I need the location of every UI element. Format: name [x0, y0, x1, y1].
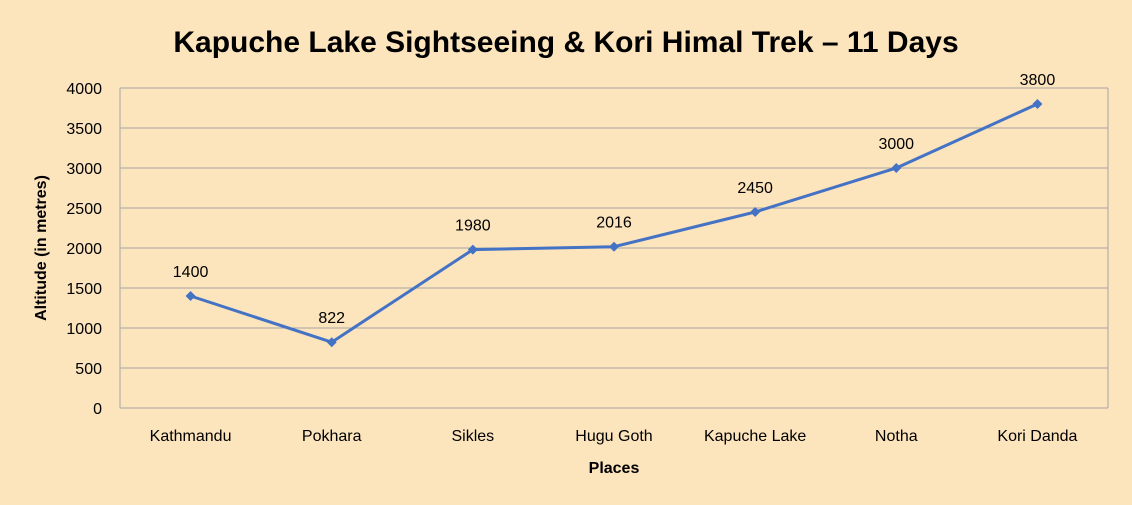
y-tick-label: 0	[93, 401, 102, 418]
x-axis-ticks: Kathmandu Pokhara Sikles Hugu Goth Kapuche L…	[150, 428, 1078, 445]
y-tick-label: 3500	[66, 121, 102, 138]
x-tick-label: Notha	[875, 428, 918, 445]
data-label: 3000	[878, 136, 914, 153]
data-label: 2016	[596, 215, 632, 232]
data-label: 2450	[737, 180, 773, 197]
y-tick-label: 500	[75, 361, 102, 378]
x-axis-title: Places	[589, 460, 640, 477]
x-tick-label: Kapuche Lake	[704, 428, 806, 445]
x-tick-label: Sikles	[452, 428, 495, 445]
data-label: 822	[318, 310, 345, 327]
data-label: 3800	[1020, 72, 1056, 89]
x-tick-label: Pokhara	[302, 428, 362, 445]
data-labels: 1400 822 1980 2016 2450 3000 3800	[173, 72, 1056, 327]
data-point	[326, 337, 337, 348]
x-tick-label: Hugu Goth	[575, 428, 652, 445]
x-tick-label: Kathmandu	[150, 428, 232, 445]
y-tick-label: 4000	[66, 81, 102, 98]
series-altitude	[185, 99, 1043, 348]
chart-title: Kapuche Lake Sightseeing & Kori Himal Tr…	[173, 26, 958, 59]
data-point	[185, 291, 196, 301]
y-tick-label: 1000	[66, 321, 102, 338]
y-axis-ticks: 0 500 1000 1500 2000 2500 3000 3500 4000	[66, 81, 102, 418]
data-point	[750, 207, 761, 217]
y-tick-label: 3000	[66, 161, 102, 178]
data-point	[467, 244, 478, 255]
y-tick-label: 2500	[66, 201, 102, 218]
y-tick-label: 2000	[66, 241, 102, 258]
data-point	[1032, 99, 1043, 109]
data-point	[891, 163, 902, 173]
data-label: 1400	[173, 264, 209, 281]
data-point	[609, 241, 619, 252]
x-tick-label: Kori Danda	[997, 428, 1077, 445]
y-tick-label: 1500	[66, 281, 102, 298]
data-label: 1980	[455, 218, 491, 235]
y-axis-title: Altitude (in metres)	[33, 175, 50, 321]
